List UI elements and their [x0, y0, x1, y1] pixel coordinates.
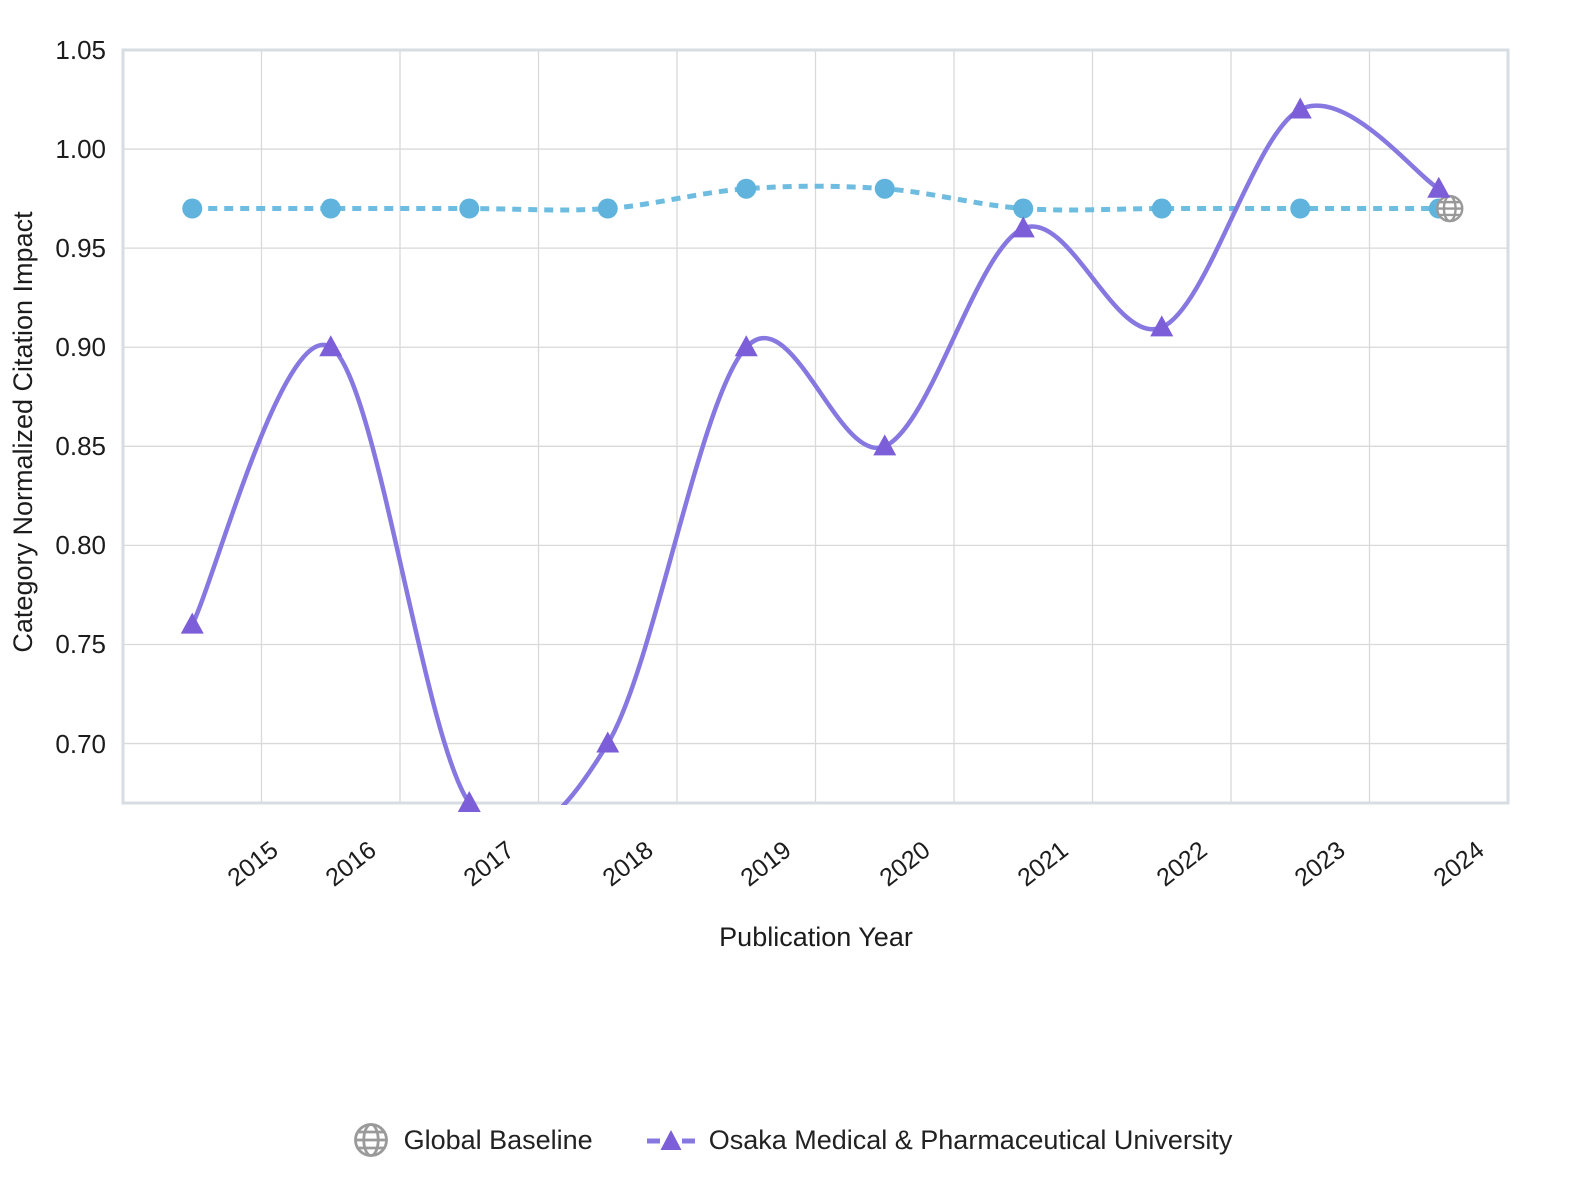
- baseline-point-2021[interactable]: [1013, 198, 1034, 219]
- y-tick-label-0.85: 0.85: [55, 431, 106, 462]
- y-tick-label-0.70: 0.70: [55, 728, 106, 759]
- baseline-point-2015[interactable]: [182, 198, 203, 219]
- y-tick-label-1.05: 1.05: [55, 35, 106, 65]
- gridlines: [123, 49, 1508, 803]
- legend-item-global-baseline[interactable]: Global Baseline: [352, 1121, 593, 1159]
- global-baseline-globe-icon[interactable]: [1436, 194, 1464, 223]
- baseline-point-2022[interactable]: [1151, 198, 1172, 219]
- baseline-series: [182, 178, 1464, 223]
- baseline-point-2019[interactable]: [736, 178, 757, 199]
- baseline-point-2023[interactable]: [1290, 198, 1311, 219]
- osaka-point-2023[interactable]: [1288, 97, 1312, 119]
- plot-border: [121, 48, 1510, 805]
- baseline-point-2020[interactable]: [874, 178, 895, 199]
- osaka-point-2019[interactable]: [734, 335, 758, 357]
- legend-item-osaka-university[interactable]: Osaka Medical & Pharmaceutical Universit…: [646, 1124, 1233, 1156]
- y-tick-label-0.80: 0.80: [55, 530, 106, 561]
- osaka-line: [190, 103, 1441, 805]
- x-axis-title: Publication Year: [719, 922, 913, 952]
- triangle-dash-line-icon: [646, 1130, 695, 1150]
- legend: Global Baseline Osaka Medical & Pharmace…: [0, 1112, 1584, 1168]
- baseline-point-2018[interactable]: [597, 198, 618, 219]
- y-tick-label-0.75: 0.75: [55, 629, 106, 660]
- baseline-point-2017[interactable]: [459, 198, 480, 219]
- osaka-point-2024[interactable]: [1427, 176, 1451, 198]
- baseline-point-2016[interactable]: [320, 198, 341, 219]
- osaka-point-2017[interactable]: [457, 791, 481, 812]
- osaka-series: [180, 97, 1451, 812]
- osaka-point-2015[interactable]: [180, 612, 204, 634]
- y-tick-label-0.90: 0.90: [55, 332, 106, 363]
- y-tick-label-1.00: 1.00: [55, 134, 106, 165]
- osaka-point-2020[interactable]: [873, 434, 897, 456]
- legend-label-global-baseline: Global Baseline: [403, 1124, 593, 1155]
- legend-label-osaka-university: Osaka Medical & Pharmaceutical Universit…: [708, 1124, 1233, 1155]
- osaka-point-2022[interactable]: [1150, 315, 1174, 337]
- baseline-line: [192, 183, 1439, 213]
- osaka-point-2016[interactable]: [319, 335, 343, 357]
- globe-icon: [353, 1123, 388, 1157]
- osaka-point-2021[interactable]: [1011, 216, 1035, 238]
- y-tick-label-0.95: 0.95: [55, 233, 106, 264]
- osaka-point-2018[interactable]: [596, 731, 620, 753]
